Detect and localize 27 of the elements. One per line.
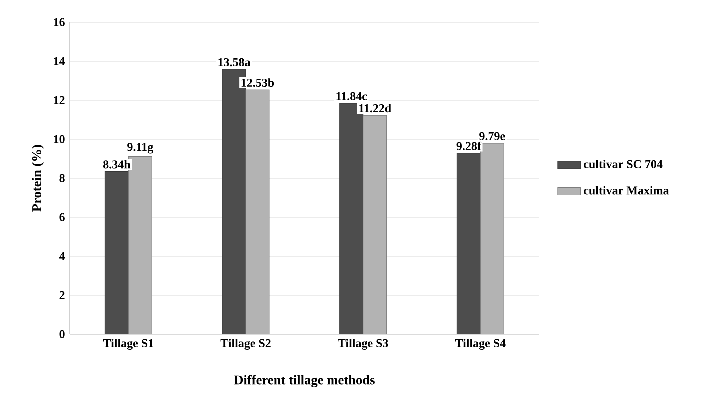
y-tick-label: 10 — [54, 135, 65, 144]
legend-label: cultivar SC 704 — [584, 160, 663, 168]
data-label: 13.58a — [218, 58, 251, 67]
legend-label: cultivar Maxima — [584, 186, 670, 195]
y-tick-label: 8 — [60, 174, 65, 182]
data-label: 8.34h — [104, 160, 131, 169]
y-tick-label: 6 — [60, 213, 65, 222]
data-label: 9.28f — [456, 142, 482, 150]
bar — [456, 153, 481, 334]
x-tick-label: Tillage S2 — [220, 339, 271, 350]
data-label: 12.53b — [242, 78, 274, 88]
y-tick-label: 16 — [54, 18, 65, 26]
y-tick-label: 0 — [60, 330, 65, 338]
x-tick-label: Tillage S4 — [455, 339, 506, 350]
y-tick-label: 2 — [60, 291, 65, 300]
y-tick-label: 4 — [59, 252, 66, 260]
y-tick-label: 14 — [54, 57, 66, 66]
data-label: 11.84c — [336, 92, 368, 101]
x-axis-title: Different tillage methods — [234, 375, 375, 388]
bar — [104, 171, 129, 334]
data-label: 11.22d — [360, 104, 392, 113]
data-label: 9.11g — [128, 143, 154, 154]
x-tick-label: Tillage S1 — [103, 339, 154, 350]
x-tick-label: Tillage S3 — [338, 339, 388, 350]
data-label: 9.79e — [480, 132, 506, 140]
y-tick-label: 12 — [54, 96, 65, 104]
y-axis-title: Protein (%) — [32, 145, 44, 212]
